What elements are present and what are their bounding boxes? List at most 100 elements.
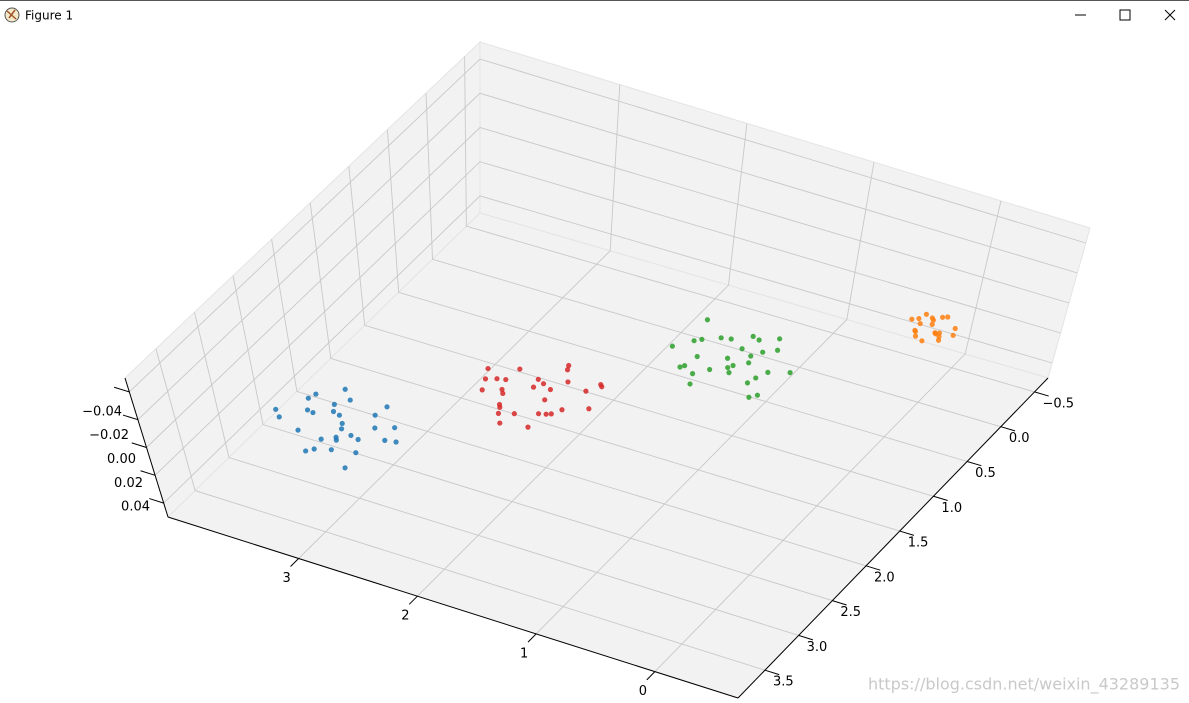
point bbox=[760, 349, 766, 355]
point bbox=[750, 333, 756, 339]
y-tick bbox=[899, 530, 915, 536]
grid-line bbox=[154, 161, 1061, 476]
point bbox=[393, 439, 399, 445]
grid-line bbox=[194, 312, 799, 636]
y-tick-label: 2.5 bbox=[840, 605, 861, 620]
y-tick bbox=[865, 565, 881, 571]
point bbox=[730, 362, 736, 369]
y-tick-label: 3.0 bbox=[807, 640, 828, 655]
point bbox=[935, 337, 942, 343]
point bbox=[497, 404, 503, 410]
point bbox=[952, 325, 958, 332]
y-axis bbox=[737, 377, 1049, 699]
point bbox=[929, 315, 935, 321]
point bbox=[273, 406, 279, 412]
z-tick-label: 0.00 bbox=[107, 452, 136, 467]
point bbox=[707, 366, 713, 373]
maximize-button[interactable] bbox=[1119, 9, 1131, 21]
point bbox=[331, 401, 337, 408]
point bbox=[304, 407, 311, 413]
point bbox=[333, 437, 339, 443]
point bbox=[355, 436, 361, 443]
point bbox=[497, 420, 503, 426]
z-tick bbox=[131, 442, 147, 448]
point bbox=[542, 397, 548, 403]
grid-line bbox=[128, 58, 1086, 393]
point bbox=[916, 315, 922, 322]
point bbox=[494, 376, 500, 382]
point bbox=[746, 360, 752, 366]
point bbox=[495, 410, 502, 416]
point bbox=[909, 316, 915, 322]
point bbox=[699, 336, 705, 342]
point bbox=[912, 333, 919, 339]
z-tick-label: 0.04 bbox=[121, 500, 150, 515]
point bbox=[348, 432, 354, 439]
grid-line bbox=[417, 123, 748, 597]
y-tick bbox=[798, 634, 814, 641]
x-axis bbox=[167, 516, 739, 699]
y-tick bbox=[832, 600, 847, 606]
window-icon bbox=[4, 7, 20, 23]
point bbox=[543, 411, 549, 417]
point bbox=[677, 364, 683, 370]
point bbox=[535, 376, 541, 382]
point bbox=[599, 384, 605, 390]
point bbox=[342, 465, 348, 471]
point bbox=[950, 332, 956, 338]
z-tick bbox=[114, 386, 130, 393]
point bbox=[945, 314, 951, 320]
point bbox=[777, 336, 783, 342]
point bbox=[338, 426, 345, 432]
point bbox=[756, 337, 762, 343]
y-tick-label: −0.5 bbox=[1043, 396, 1075, 411]
point bbox=[929, 321, 935, 327]
point bbox=[353, 450, 359, 456]
grid-line bbox=[654, 200, 1002, 672]
point bbox=[564, 367, 571, 373]
point bbox=[919, 338, 925, 344]
close-button[interactable] bbox=[1164, 9, 1176, 21]
z-tick bbox=[140, 470, 156, 476]
point bbox=[748, 353, 754, 359]
point bbox=[499, 386, 505, 393]
point bbox=[347, 397, 353, 403]
point bbox=[479, 387, 485, 393]
point bbox=[936, 330, 943, 336]
x-tick bbox=[408, 595, 418, 605]
y-tick-label: 0.0 bbox=[1009, 431, 1030, 446]
point bbox=[535, 411, 542, 417]
point bbox=[691, 338, 697, 344]
point bbox=[744, 380, 751, 386]
point bbox=[384, 404, 390, 410]
x-tick-label: 3 bbox=[282, 571, 290, 586]
point bbox=[511, 411, 517, 417]
grid-line bbox=[271, 239, 867, 567]
point bbox=[583, 388, 589, 394]
point bbox=[336, 412, 343, 418]
y-tick bbox=[933, 495, 948, 502]
point bbox=[559, 407, 565, 413]
point bbox=[485, 365, 491, 372]
point bbox=[276, 414, 282, 420]
point bbox=[746, 394, 752, 400]
grid-line bbox=[163, 195, 1053, 504]
grid-line bbox=[535, 162, 875, 635]
x-tick bbox=[646, 671, 656, 681]
grid-line bbox=[232, 275, 833, 602]
grid-line bbox=[464, 56, 1035, 393]
z-tick-label: −0.02 bbox=[89, 428, 129, 443]
x-tick-label: 0 bbox=[639, 684, 647, 699]
point bbox=[753, 375, 759, 381]
point bbox=[547, 386, 554, 393]
grid-line bbox=[155, 348, 766, 671]
point bbox=[339, 420, 345, 427]
y-tick-label: 1.0 bbox=[941, 501, 962, 516]
point bbox=[774, 347, 781, 353]
point bbox=[669, 343, 675, 349]
point bbox=[682, 363, 688, 369]
point bbox=[548, 411, 554, 417]
point bbox=[313, 391, 319, 397]
point bbox=[940, 314, 946, 320]
